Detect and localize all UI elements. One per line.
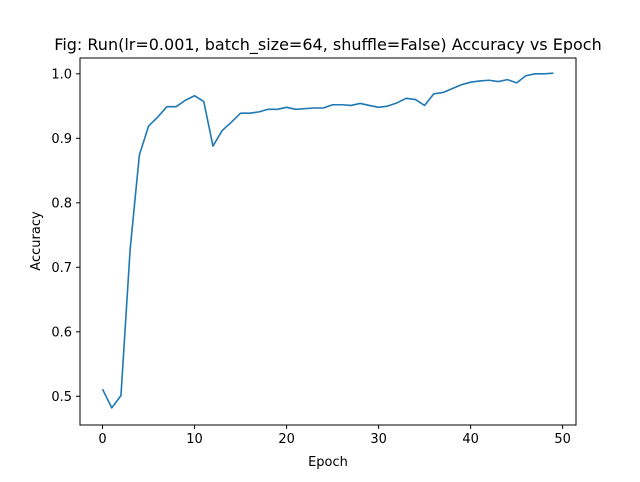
x-axis-label: Epoch [308,455,348,470]
plot-area: 0 10 20 30 40 50 0.5 0.6 0.7 0.8 0.9 1.0 [51,57,577,447]
x-tick-label: 50 [554,432,571,447]
x-tick-label: 0 [98,432,106,447]
x-tick-label: 30 [370,432,387,447]
series-line-0 [101,72,554,409]
plot-frame [79,57,577,426]
y-tick-label: 0.9 [51,132,72,147]
x-tick-label: 10 [186,432,203,447]
y-tick-label: 0.5 [51,390,72,405]
chart-title: Fig: Run(lr=0.001, batch_size=64, shuffl… [54,35,601,55]
y-axis-label: Accuracy [29,211,44,271]
y-tick-label: 1.0 [51,67,72,82]
y-tick-label: 0.7 [51,261,72,276]
x-tick-label: 40 [462,432,479,447]
y-tick-label: 0.8 [51,196,72,211]
y-tick-label: 0.6 [51,325,72,340]
x-tick-label: 20 [278,432,295,447]
